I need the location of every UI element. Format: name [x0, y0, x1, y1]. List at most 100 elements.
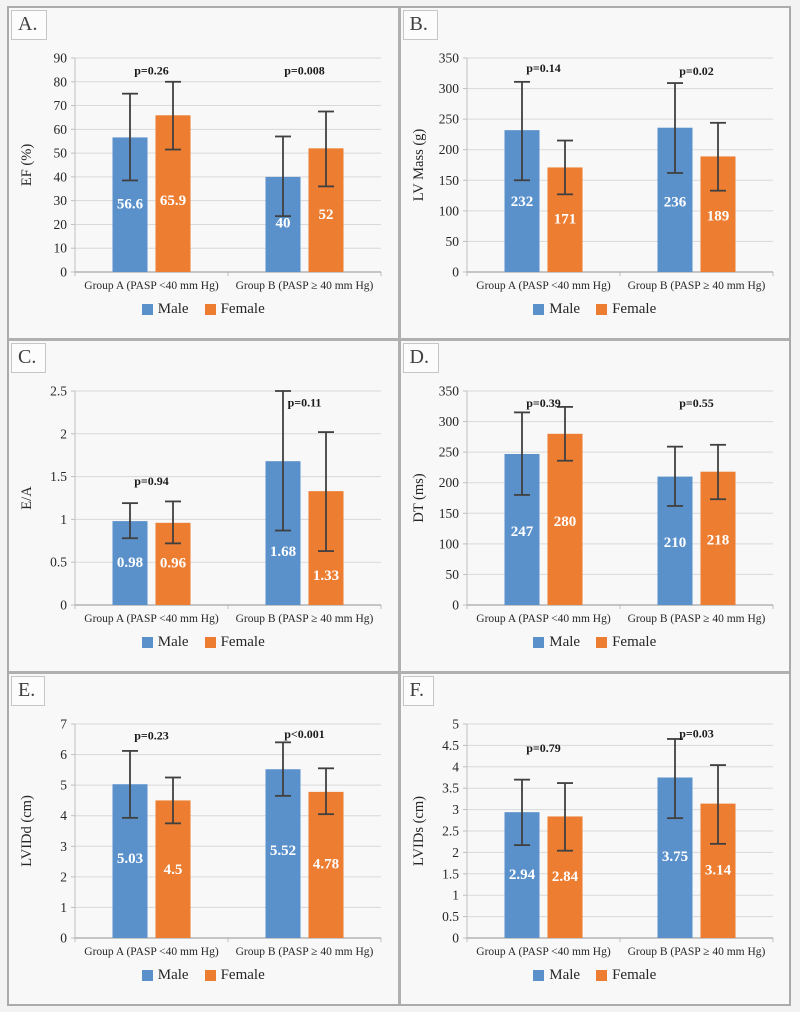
y-tick-label: 2 — [61, 426, 68, 441]
chart-legend: Male Female — [401, 967, 790, 984]
panel-letter: A. — [11, 10, 48, 40]
error-bar — [666, 738, 683, 820]
legend-item-female: Female — [596, 634, 656, 651]
p-value-label: p=0.39 — [526, 396, 561, 410]
y-tick-label: 4.5 — [442, 738, 459, 753]
p-value-label: p=0.94 — [134, 474, 169, 488]
y-axis-title: EF (%) — [19, 144, 35, 186]
legend-item-male: Male — [141, 967, 189, 984]
y-tick-label: 40 — [54, 169, 68, 184]
error-bar — [318, 767, 335, 816]
error-bar — [709, 764, 726, 845]
legend-item-female: Female — [596, 301, 656, 318]
y-tick-label: 6 — [61, 747, 68, 762]
error-bar — [666, 82, 683, 174]
error-bar — [556, 405, 573, 462]
p-value-label: p=0.26 — [134, 64, 169, 78]
bar-value-label: 5.52 — [270, 843, 296, 859]
bar-male — [265, 769, 301, 938]
y-tick-label: 4 — [452, 759, 459, 774]
legend-swatch-male-icon — [141, 637, 153, 648]
legend-label: Male — [157, 634, 189, 650]
y-tick-label: 150 — [439, 173, 460, 188]
error-bar — [318, 431, 335, 552]
y-tick-label: 7 — [61, 717, 68, 732]
chart-legend: Male Female — [401, 301, 790, 318]
bar-value-label: 40 — [276, 216, 291, 232]
y-tick-label: 1 — [61, 900, 68, 915]
bar-chart: 0 50 100 150 200 250 300 350 247 280 p=0.39 Group A… — [411, 384, 774, 625]
y-tick-label: 3 — [61, 839, 68, 854]
y-tick-label: 3.5 — [442, 781, 459, 796]
chart-legend: Male Female — [401, 634, 790, 651]
y-tick-label: 0.5 — [442, 909, 459, 924]
category-label: Group B (PASP ≥ 40 mm Hg) — [236, 613, 374, 625]
p-value-label: p=0.008 — [284, 64, 325, 78]
y-axis-title: LVIDs (cm) — [411, 796, 427, 866]
bar-value-label: 52 — [319, 207, 334, 223]
bar-value-label: 232 — [511, 194, 534, 210]
chart-area: 0 50 100 150 200 250 300 350 247 280 p=0.39 Group A… — [401, 383, 790, 633]
legend-swatch-female-icon — [204, 304, 216, 315]
bar-value-label: 4.78 — [313, 856, 339, 872]
bar-value-label: 247 — [511, 524, 534, 540]
legend-item-female: Female — [204, 301, 265, 318]
bar-value-label: 171 — [554, 212, 577, 228]
y-tick-label: 70 — [54, 98, 68, 113]
error-bar — [709, 443, 726, 501]
error-bar — [513, 80, 530, 182]
error-bar — [275, 135, 292, 218]
category-label: Group A (PASP <40 mm Hg) — [85, 280, 220, 292]
y-tick-label: 0 — [61, 598, 68, 613]
legend-item-male: Male — [141, 301, 189, 318]
chart-area: 0 0.5 1 1.5 2 2.5 0.98 0.96 p=0.94 Group A (PASP … — [9, 383, 398, 633]
legend-item-female: Female — [204, 967, 265, 984]
legend-item-female: Female — [596, 967, 656, 984]
y-tick-label: 0 — [452, 265, 459, 280]
y-tick-label: 100 — [439, 203, 460, 218]
category-label: Group A (PASP <40 mm Hg) — [476, 613, 611, 625]
y-tick-label: 5 — [61, 778, 68, 793]
bar-value-label: 1.33 — [313, 568, 339, 584]
y-tick-label: 350 — [439, 51, 460, 66]
bar-value-label: 3.75 — [662, 849, 688, 865]
legend-label: Male — [549, 301, 581, 317]
y-tick-label: 350 — [439, 384, 460, 399]
y-axis-title: LV Mass (g) — [411, 129, 427, 202]
legend-item-female: Female — [204, 634, 265, 651]
panel-e: E. 0 1 2 3 4 5 6 7 5.03 4.5 p=0.23 Group A (PASP <40… — [9, 674, 398, 1004]
y-tick-label: 100 — [439, 536, 460, 551]
bar-chart: 0 10 20 30 40 50 60 70 80 90 56.6 65.9 p=0.26 Group A… — [19, 51, 382, 292]
bar-value-label: 4.5 — [164, 862, 183, 878]
category-label: Group A (PASP <40 mm Hg) — [85, 946, 220, 958]
legend-label: Female — [220, 967, 265, 983]
error-bar — [556, 139, 573, 196]
chart-legend: Male Female — [9, 301, 398, 318]
legend-swatch-male-icon — [533, 970, 545, 981]
legend-item-male: Male — [533, 634, 580, 651]
legend-swatch-female-icon — [596, 304, 608, 315]
panel-letter: D. — [402, 343, 439, 373]
panel-b: B. 0 50 100 150 200 250 300 350 232 171 p=0.14 Group… — [400, 8, 790, 338]
chart-area: 0 50 100 150 200 250 300 350 232 171 p=0.14 Group A… — [401, 50, 790, 300]
legend-item-male: Male — [533, 967, 580, 984]
legend-label: Male — [157, 301, 189, 317]
legend-label: Female — [220, 634, 265, 650]
legend-swatch-male-icon — [141, 304, 153, 315]
error-bar — [275, 741, 292, 797]
legend-swatch-female-icon — [596, 637, 608, 648]
legend-label: Female — [612, 301, 657, 317]
y-tick-label: 1 — [61, 512, 68, 527]
panel-letter: C. — [11, 343, 47, 373]
figure: A. 0 10 20 30 40 50 60 70 80 90 56.6 65.9 p=0.26 Group… — [7, 6, 791, 1006]
chart-area: 0 1 2 3 4 5 6 7 5.03 4.5 p=0.23 Group A (PASP <40 m… — [9, 716, 398, 966]
y-tick-label: 250 — [439, 445, 460, 460]
error-bar — [513, 778, 530, 847]
panel-d: D. 0 50 100 150 200 250 300 350 247 280 p=0.39 Group… — [400, 341, 790, 671]
bar-value-label: 65.9 — [160, 193, 186, 209]
legend-label: Female — [220, 301, 265, 317]
y-tick-label: 2 — [61, 869, 68, 884]
bar-value-label: 0.98 — [117, 555, 143, 571]
legend-swatch-male-icon — [533, 637, 545, 648]
y-tick-label: 20 — [54, 217, 68, 232]
